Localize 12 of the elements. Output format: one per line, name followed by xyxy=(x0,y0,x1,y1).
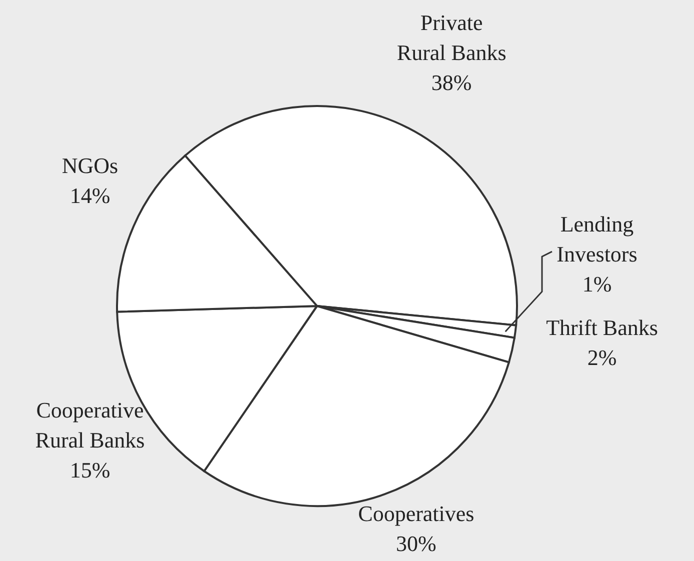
slice-label: Private Rural Banks xyxy=(396,10,506,65)
slice-label: NGOs xyxy=(62,153,118,178)
data-label: 1% xyxy=(582,272,612,297)
slice-label: Thrift Banks xyxy=(546,315,658,340)
data-label: 14% xyxy=(70,183,110,208)
data-label: 30% xyxy=(396,531,436,556)
data-label: 2% xyxy=(587,345,617,370)
slice-label: Lending Investors xyxy=(556,212,638,267)
slice-label: Cooperative Rural Banks xyxy=(35,397,145,452)
data-label: 15% xyxy=(70,457,110,482)
slice-label: Cooperatives xyxy=(358,501,474,526)
data-label: 38% xyxy=(431,70,472,95)
